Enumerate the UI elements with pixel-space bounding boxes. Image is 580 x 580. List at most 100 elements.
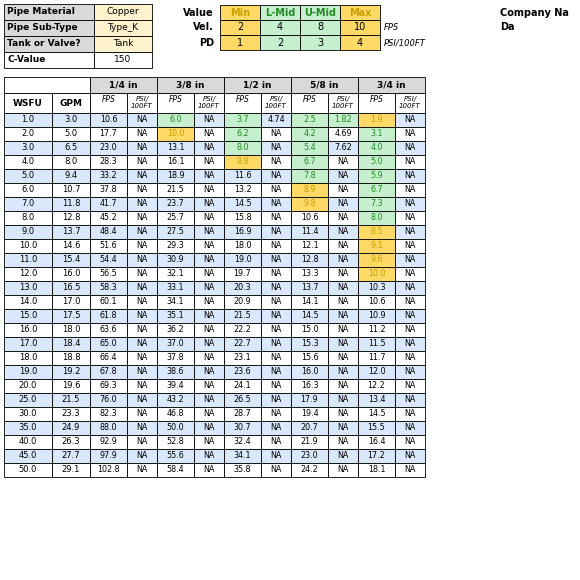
Text: 35.1: 35.1 bbox=[166, 311, 184, 321]
Bar bbox=[52, 407, 90, 421]
Bar bbox=[4, 253, 52, 267]
Text: NA: NA bbox=[270, 129, 282, 139]
Text: 100FT: 100FT bbox=[131, 103, 153, 109]
Bar bbox=[395, 449, 425, 463]
Text: NA: NA bbox=[136, 466, 148, 474]
Text: NA: NA bbox=[270, 158, 282, 166]
Bar bbox=[52, 113, 90, 127]
Bar bbox=[157, 253, 194, 267]
Text: NA: NA bbox=[270, 409, 282, 419]
Bar bbox=[224, 113, 261, 127]
Bar bbox=[94, 4, 152, 20]
Text: 61.8: 61.8 bbox=[100, 311, 117, 321]
Text: 1/2 in: 1/2 in bbox=[243, 81, 272, 89]
Bar bbox=[261, 421, 291, 435]
Bar bbox=[4, 393, 52, 407]
Text: NA: NA bbox=[404, 339, 416, 349]
Bar bbox=[157, 435, 194, 449]
Text: NA: NA bbox=[404, 227, 416, 237]
Bar bbox=[224, 295, 261, 309]
Text: 23.6: 23.6 bbox=[234, 368, 251, 376]
Bar bbox=[358, 463, 395, 477]
Text: NA: NA bbox=[270, 256, 282, 264]
Text: NA: NA bbox=[270, 298, 282, 306]
Text: Vel.: Vel. bbox=[193, 23, 214, 32]
Bar bbox=[127, 365, 157, 379]
Text: NA: NA bbox=[204, 339, 215, 349]
Bar bbox=[291, 155, 328, 169]
Text: 8.5: 8.5 bbox=[370, 227, 383, 237]
Text: NA: NA bbox=[204, 325, 215, 335]
Bar bbox=[194, 449, 224, 463]
Bar bbox=[157, 421, 194, 435]
Bar bbox=[291, 169, 328, 183]
Bar bbox=[4, 183, 52, 197]
Bar bbox=[4, 309, 52, 323]
Bar bbox=[395, 155, 425, 169]
Bar bbox=[94, 52, 152, 68]
Text: 21.5: 21.5 bbox=[234, 311, 251, 321]
Bar bbox=[395, 421, 425, 435]
Text: PSI/: PSI/ bbox=[269, 96, 282, 102]
Text: 7.3: 7.3 bbox=[370, 200, 383, 208]
Bar bbox=[157, 407, 194, 421]
Bar bbox=[328, 407, 358, 421]
Bar bbox=[127, 295, 157, 309]
Text: 24.1: 24.1 bbox=[234, 382, 251, 390]
Text: NA: NA bbox=[136, 213, 148, 223]
Bar bbox=[224, 225, 261, 239]
Text: NA: NA bbox=[136, 298, 148, 306]
Bar bbox=[328, 239, 358, 253]
Text: NA: NA bbox=[270, 143, 282, 153]
Text: 11.6: 11.6 bbox=[234, 172, 251, 180]
Bar bbox=[224, 141, 261, 155]
Text: 18.9: 18.9 bbox=[166, 172, 184, 180]
Text: PSI/: PSI/ bbox=[403, 96, 416, 102]
Text: FPS: FPS bbox=[369, 96, 383, 104]
Text: NA: NA bbox=[136, 382, 148, 390]
Bar bbox=[194, 239, 224, 253]
Text: 5.4: 5.4 bbox=[303, 143, 316, 153]
Bar bbox=[127, 197, 157, 211]
Text: 1.0: 1.0 bbox=[21, 115, 35, 125]
Bar bbox=[127, 211, 157, 225]
Text: NA: NA bbox=[404, 298, 416, 306]
Text: NA: NA bbox=[204, 409, 215, 419]
Text: NA: NA bbox=[270, 382, 282, 390]
Text: 20.7: 20.7 bbox=[300, 423, 318, 433]
Bar bbox=[328, 281, 358, 295]
Text: NA: NA bbox=[338, 423, 349, 433]
Text: 21.5: 21.5 bbox=[166, 186, 184, 194]
Text: 9.1: 9.1 bbox=[370, 241, 383, 251]
Text: 45.2: 45.2 bbox=[100, 213, 117, 223]
Text: 15.4: 15.4 bbox=[62, 256, 80, 264]
Text: 15.0: 15.0 bbox=[300, 325, 318, 335]
Bar bbox=[260, 5, 300, 20]
Bar bbox=[127, 281, 157, 295]
Text: 1.9: 1.9 bbox=[370, 115, 383, 125]
Text: FPS: FPS bbox=[303, 96, 317, 104]
Bar bbox=[127, 127, 157, 141]
Bar bbox=[52, 323, 90, 337]
Text: 6.7: 6.7 bbox=[303, 158, 316, 166]
Text: 9.4: 9.4 bbox=[64, 172, 78, 180]
Bar bbox=[261, 93, 291, 113]
Text: 16.3: 16.3 bbox=[301, 382, 318, 390]
Text: NA: NA bbox=[204, 186, 215, 194]
Text: 10.0: 10.0 bbox=[19, 241, 37, 251]
Bar bbox=[224, 449, 261, 463]
Bar bbox=[261, 127, 291, 141]
Bar bbox=[261, 239, 291, 253]
Bar bbox=[291, 211, 328, 225]
Bar bbox=[52, 421, 90, 435]
Bar bbox=[358, 323, 395, 337]
Text: 58.3: 58.3 bbox=[100, 284, 117, 292]
Text: 25.7: 25.7 bbox=[166, 213, 184, 223]
Text: NA: NA bbox=[204, 423, 215, 433]
Bar bbox=[52, 267, 90, 281]
Bar bbox=[328, 93, 358, 113]
Bar bbox=[157, 239, 194, 253]
Bar bbox=[340, 5, 380, 20]
Bar bbox=[358, 407, 395, 421]
Text: 14.5: 14.5 bbox=[300, 311, 318, 321]
